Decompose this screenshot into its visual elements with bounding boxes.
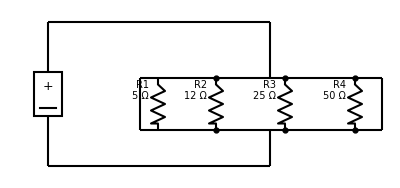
Text: 50 Ω: 50 Ω <box>323 91 346 101</box>
Text: R4: R4 <box>333 80 346 90</box>
Text: 5 Ω: 5 Ω <box>132 91 149 101</box>
Bar <box>34 72 62 116</box>
Text: R2: R2 <box>194 80 207 90</box>
Text: +: + <box>43 80 53 92</box>
Text: 12 Ω: 12 Ω <box>184 91 207 101</box>
Text: R1: R1 <box>136 80 149 90</box>
Text: R3: R3 <box>263 80 276 90</box>
Text: 25 Ω: 25 Ω <box>253 91 276 101</box>
